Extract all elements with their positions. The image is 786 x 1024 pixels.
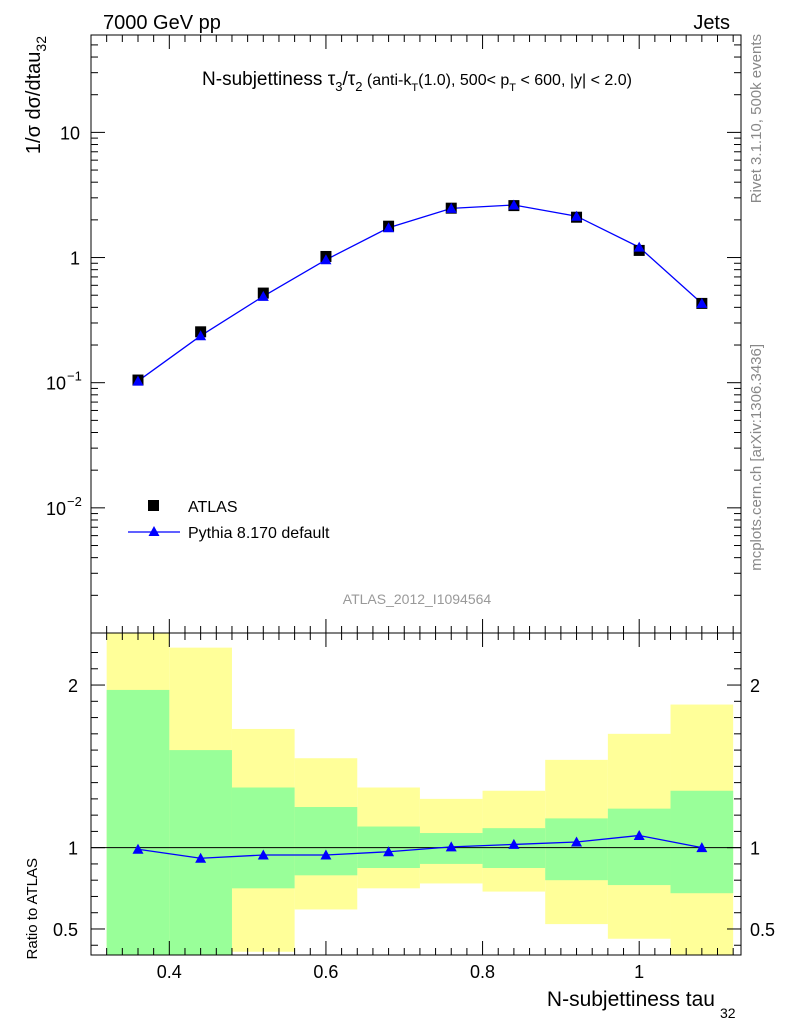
main-ytick-label: 1 — [70, 249, 80, 269]
ratio-frame — [90, 632, 742, 956]
main-title: N-subjettiness τ3/τ2 (anti-kT(1.0), 500<… — [202, 69, 632, 94]
ratio-pythia-point — [633, 829, 645, 840]
inner-band-bin — [294, 807, 358, 876]
legend-atlas-label: ATLAS — [188, 499, 238, 516]
pythia-point — [571, 210, 583, 221]
ratio-ytick-label-left: 0.5 — [53, 920, 78, 940]
ratio-ytick-label-right: 1 — [750, 839, 760, 859]
main-series-marks — [132, 199, 708, 386]
ratio-uncertainty-bands — [106, 633, 734, 955]
main-ytick-label: 10 — [46, 374, 66, 394]
ratio-series-marks — [91, 829, 741, 863]
main-ytick-label: 10 — [46, 499, 66, 519]
inner-band-bin — [169, 750, 232, 955]
ratio-pythia-point — [257, 849, 269, 860]
ratio-pythia-point — [445, 841, 457, 852]
header-right: Jets — [693, 12, 730, 34]
x-tick-label: 0.4 — [157, 962, 182, 982]
legend: ATLAS Pythia 8.170 default — [128, 499, 330, 542]
inner-band-bin — [607, 808, 671, 886]
ratio-ylabel: Ratio to ATLAS — [24, 858, 41, 959]
ratio-ytick-label-left: 1 — [68, 839, 78, 859]
ratio-axis-ticks: 0.4 0.6 0.8 1 0.5 0.5 1 1 2 2 — [53, 633, 775, 982]
ratio-ytick-label-right: 2 — [750, 676, 760, 696]
ratio-pythia-point — [508, 838, 520, 849]
pythia-point — [696, 297, 708, 308]
x-tick-label: 1 — [634, 962, 644, 982]
inner-band-bin — [106, 689, 170, 955]
xlabel-subscript: 32 — [720, 1005, 736, 1021]
ratio-pythia-point — [696, 842, 708, 853]
inner-band-bin — [545, 818, 608, 881]
pythia-point — [195, 330, 207, 341]
inner-band-bin — [231, 787, 295, 889]
ratio-pythia-line — [137, 834, 702, 859]
inner-band-bin — [670, 790, 734, 894]
pythia-point — [445, 202, 457, 213]
pythia-point — [383, 222, 395, 233]
main-ytick-label: 10 — [60, 123, 80, 143]
ratio-pythia-point — [571, 836, 583, 847]
ratio-ytick-label-left: 2 — [68, 676, 78, 696]
pythia-point — [257, 290, 269, 301]
header-left: 7000 GeV pp — [103, 12, 221, 34]
analysis-watermark: ATLAS_2012_I1094564 — [343, 591, 492, 607]
pythia-point — [633, 241, 645, 252]
ratio-pythia-point — [195, 852, 207, 863]
pythia-point — [132, 375, 144, 386]
main-ytick-label-exponent: −2 — [67, 494, 82, 509]
mcplots-label: mcplots.cern.ch [arXiv:1306.3436] — [748, 344, 765, 571]
x-tick-label: 0.8 — [470, 962, 495, 982]
xlabel: N-subjettiness tau — [547, 988, 715, 1011]
pythia-point — [508, 199, 520, 210]
main-frame — [90, 34, 742, 634]
rivet-version-label: Rivet 3.1.10, 500k events — [748, 34, 765, 203]
main-ytick-label-exponent: −1 — [67, 369, 82, 384]
ratio-pythia-point — [383, 846, 395, 857]
legend-pythia-label: Pythia 8.170 default — [188, 525, 330, 542]
legend-pythia-marker — [148, 526, 160, 536]
pythia-line — [137, 204, 703, 382]
legend-atlas-marker — [148, 500, 159, 511]
ratio-pythia-point — [320, 849, 332, 860]
main-ylabel: 1/σ dσ/dtau32 — [23, 36, 49, 154]
ratio-ytick-label-right: 0.5 — [750, 920, 775, 940]
x-tick-label: 0.6 — [313, 962, 338, 982]
ratio-pythia-point — [132, 843, 144, 854]
pythia-point — [320, 254, 332, 265]
